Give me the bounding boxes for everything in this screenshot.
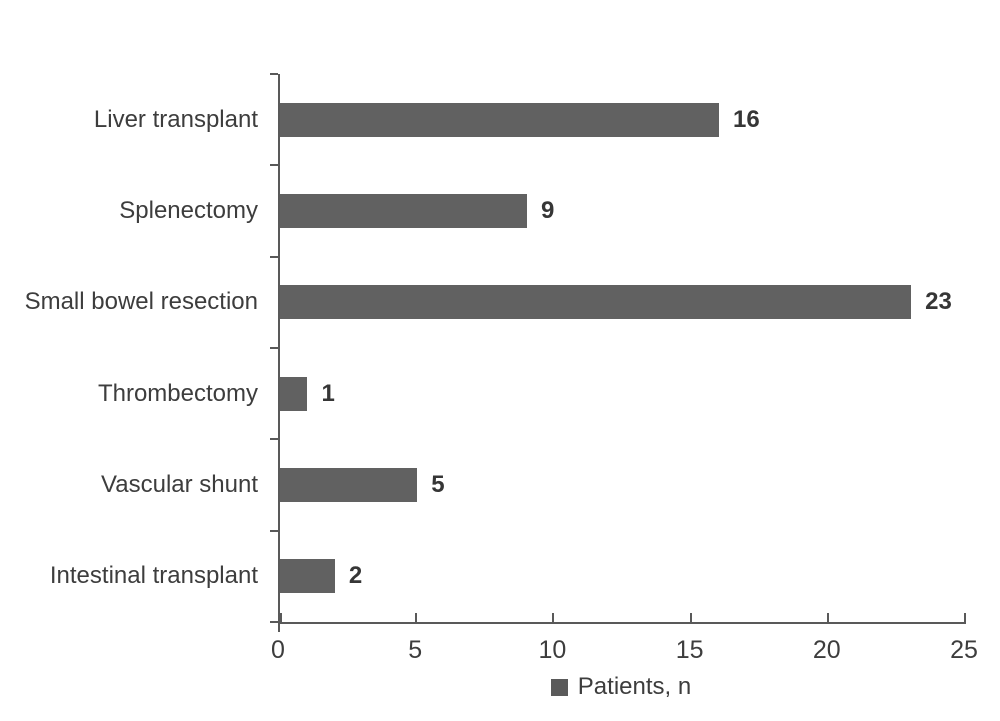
- x-axis-tick-label: 25: [950, 636, 978, 664]
- y-axis-tick: [270, 529, 278, 532]
- y-axis-tick: [270, 347, 278, 349]
- legend: Patients, n: [278, 672, 964, 702]
- bar-vascular-shunt: [280, 468, 418, 502]
- category-label: Thrombectomy: [97, 379, 258, 407]
- y-axis-tick: [270, 438, 278, 441]
- y-axis-tick: [270, 164, 278, 167]
- category-label: Liver transplant: [93, 105, 258, 133]
- y-axis-tick: [270, 255, 278, 258]
- legend-label: Patients, n: [577, 673, 692, 700]
- x-axis-tick: [280, 613, 282, 622]
- category-label: Vascular shunt: [101, 471, 258, 498]
- y-axis-tick: [270, 73, 278, 75]
- legend-marker-square: [550, 678, 568, 696]
- y-axis-tick: [270, 621, 278, 623]
- category-label: Splenectomy: [119, 197, 258, 224]
- bar-thrombectomy: [280, 376, 308, 411]
- x-axis-tick: [964, 613, 966, 622]
- plot-area: 16 9 23 1 5 2: [270, 73, 966, 632]
- category-label: Intestinal transplant: [49, 562, 258, 590]
- origin-tick: [278, 622, 280, 632]
- bar-value-label: 2: [348, 562, 363, 590]
- bar-value-label: 16: [733, 105, 760, 133]
- x-axis-tick-label: 15: [675, 636, 704, 664]
- x-axis-tick-label: 10: [538, 636, 567, 664]
- x-axis-tick-label: 0: [271, 636, 285, 664]
- bar-liver-transplant: [280, 102, 720, 137]
- bar-small-bowel-resection: [280, 285, 912, 320]
- x-axis-tick: [415, 613, 418, 622]
- category-label: Small bowel resection: [24, 288, 258, 316]
- bar-splenectomy: [280, 194, 527, 228]
- bar-value-label: 5: [431, 471, 445, 498]
- x-axis-tick-label: 5: [408, 636, 423, 664]
- bar-value-label: 1: [321, 379, 335, 407]
- x-axis-tick: [826, 613, 829, 622]
- bar-value-label: 23: [925, 288, 952, 316]
- x-axis-tick: [689, 613, 692, 622]
- bar-value-label: 9: [540, 197, 555, 224]
- x-axis-tick: [552, 613, 555, 622]
- bar-intestinal-transplant: [280, 559, 335, 594]
- x-axis-tick-label: 20: [812, 636, 841, 664]
